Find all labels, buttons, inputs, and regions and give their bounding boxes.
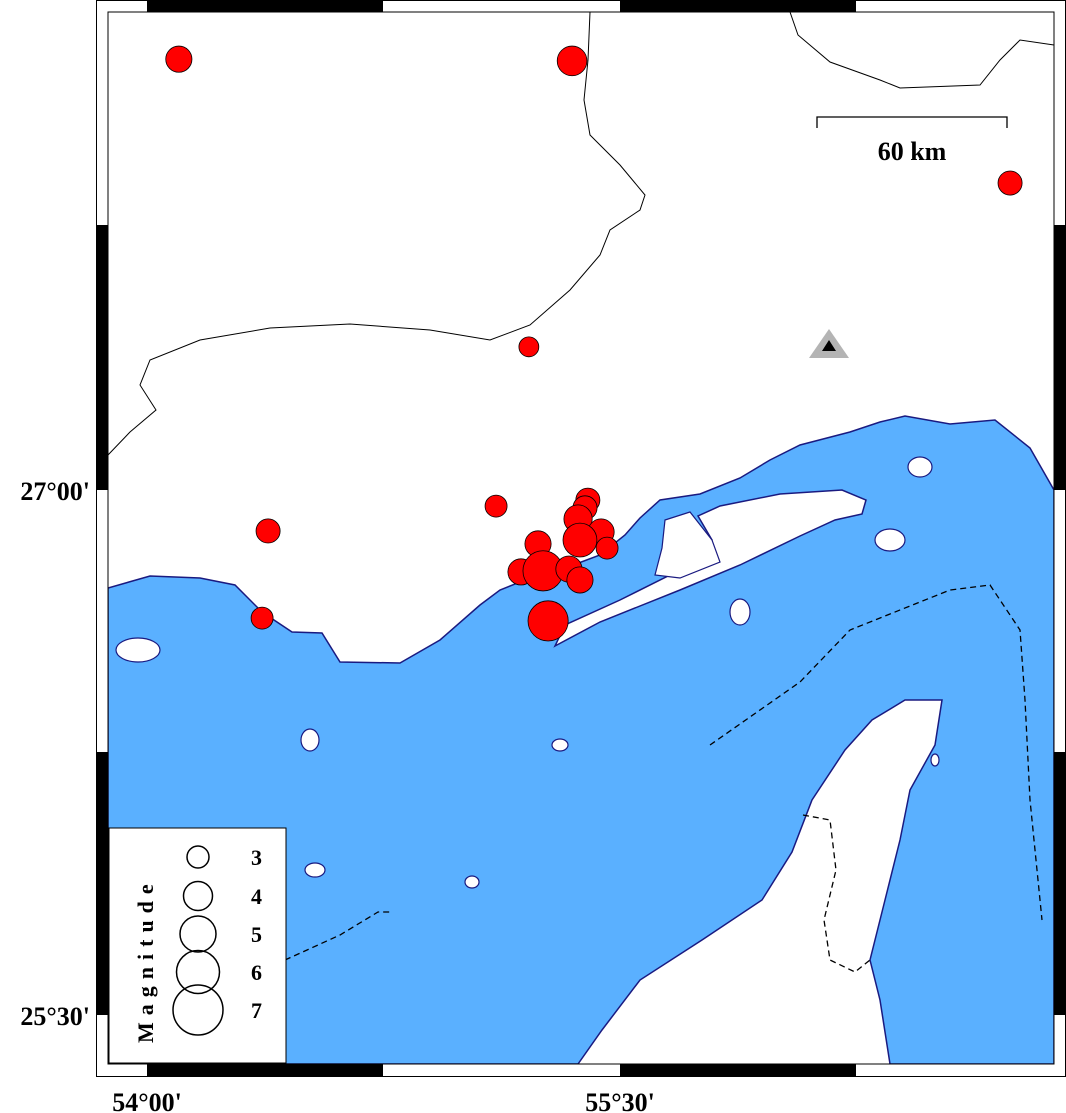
small-islands xyxy=(115,456,940,889)
legend-label: 5 xyxy=(251,922,262,947)
legend-circle xyxy=(186,845,210,869)
province-boundary xyxy=(789,12,1054,89)
earthquake-marker xyxy=(566,566,594,594)
earthquake-marker xyxy=(997,170,1023,196)
island-cluster xyxy=(654,511,721,579)
magnitude-legend: Magnitude 3 4 5 6 7 xyxy=(108,827,287,1064)
province-boundary xyxy=(108,12,646,456)
earthquake-marker xyxy=(484,494,508,518)
sea xyxy=(108,415,1054,1064)
legend-circle xyxy=(182,880,214,912)
legend-circle xyxy=(175,949,221,995)
earthquake-marker xyxy=(255,518,281,544)
legend-label: 3 xyxy=(251,845,262,870)
earthquake-marker xyxy=(518,336,540,358)
legend-circle xyxy=(179,915,217,953)
y-tick-label: 25°30' xyxy=(20,1002,90,1031)
station-marker xyxy=(809,329,849,358)
earthquake-marker xyxy=(562,522,598,558)
y-tick-label: 27°00' xyxy=(20,477,90,506)
x-tick-label: 55°30' xyxy=(585,1088,655,1113)
earthquake-marker xyxy=(556,45,588,77)
x-tick-label: 54°00' xyxy=(112,1088,182,1113)
earthquake-marker xyxy=(250,606,274,630)
legend-label: 6 xyxy=(251,960,262,985)
earthquake-marker xyxy=(595,536,619,560)
maritime-border xyxy=(284,584,1043,973)
legend-label: 7 xyxy=(251,998,262,1023)
scale-bar-label: 60 km xyxy=(878,137,947,166)
earthquake-events xyxy=(165,45,1023,642)
legend-label: 4 xyxy=(251,884,262,909)
earthquake-marker xyxy=(527,600,569,642)
map-frame xyxy=(96,0,1066,1077)
legend-title: Magnitude xyxy=(133,877,158,1043)
scale-bar: 60 km xyxy=(816,116,1008,166)
legend-circle xyxy=(172,984,224,1036)
earthquake-marker xyxy=(165,45,193,73)
island xyxy=(553,489,867,648)
